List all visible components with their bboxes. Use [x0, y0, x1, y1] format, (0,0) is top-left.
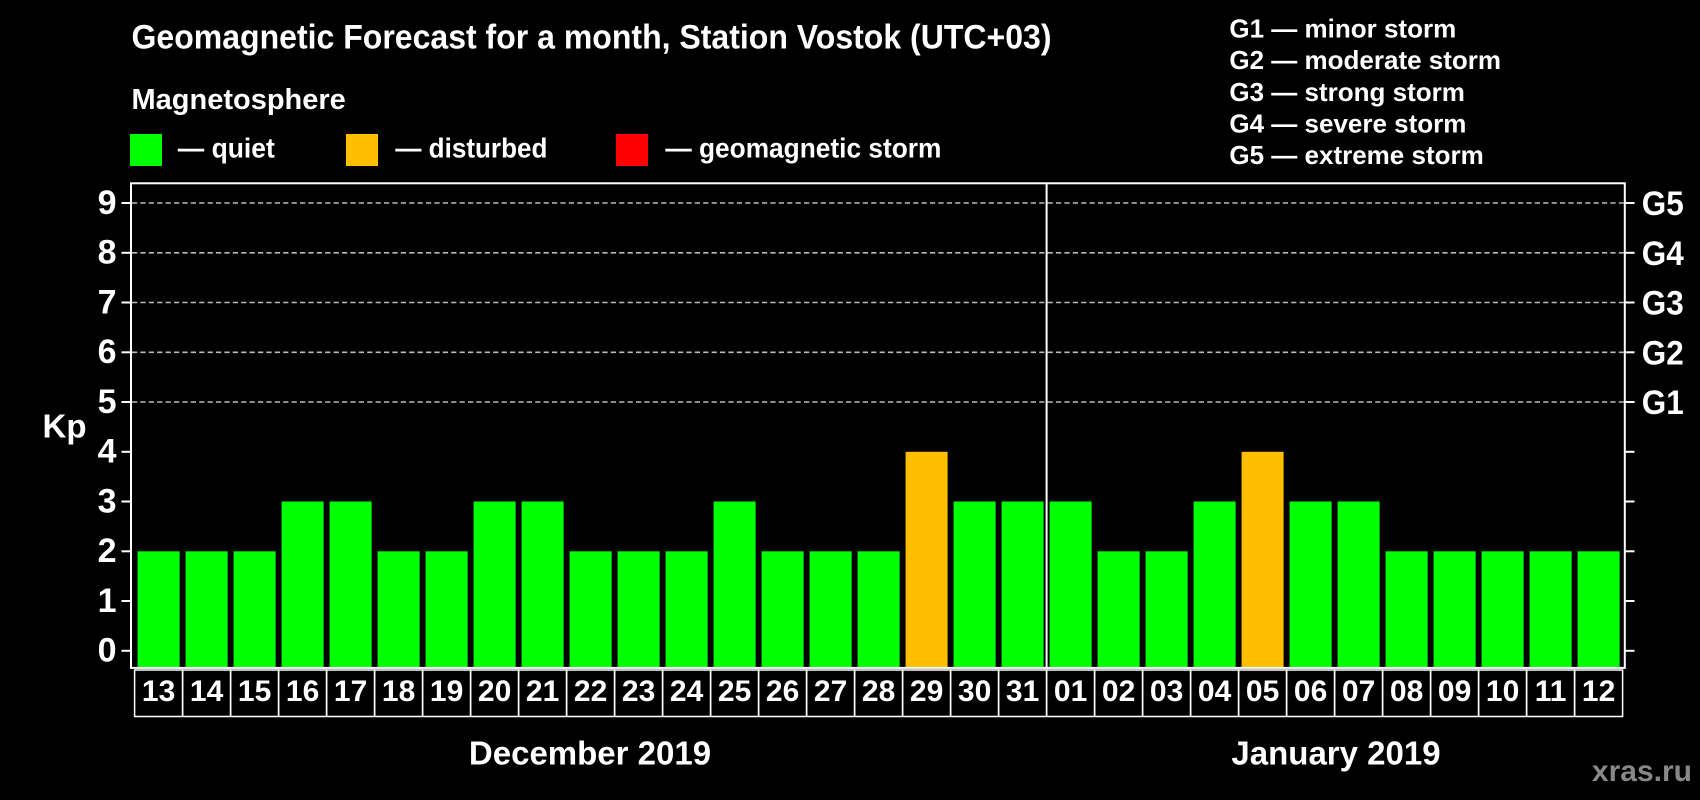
svg-text:28: 28 — [862, 675, 895, 708]
svg-text:16: 16 — [286, 675, 319, 708]
svg-text:26: 26 — [766, 675, 799, 708]
svg-text:— quiet: — quiet — [178, 133, 275, 164]
svg-text:Geomagnetic Forecast for a mon: Geomagnetic Forecast for a month, Statio… — [132, 19, 1052, 57]
svg-text:06: 06 — [1294, 675, 1327, 708]
svg-text:20: 20 — [478, 675, 511, 708]
svg-text:23: 23 — [622, 675, 655, 708]
svg-text:G1: G1 — [1642, 384, 1684, 422]
svg-text:13: 13 — [142, 675, 175, 708]
svg-text:6: 6 — [98, 333, 117, 371]
svg-text:09: 09 — [1438, 675, 1471, 708]
svg-text:05: 05 — [1246, 675, 1279, 708]
svg-text:1: 1 — [98, 582, 117, 620]
svg-text:22: 22 — [574, 675, 607, 708]
svg-text:27: 27 — [814, 675, 847, 708]
svg-text:Magnetosphere: Magnetosphere — [132, 84, 346, 116]
svg-text:— disturbed: — disturbed — [395, 133, 547, 164]
svg-text:19: 19 — [430, 675, 463, 708]
svg-text:G2: G2 — [1642, 334, 1684, 372]
svg-text:18: 18 — [382, 675, 415, 708]
svg-text:04: 04 — [1198, 675, 1232, 708]
svg-text:G1 — minor storm: G1 — minor storm — [1229, 14, 1456, 44]
svg-text:xras.ru: xras.ru — [1592, 755, 1692, 788]
svg-text:15: 15 — [238, 675, 271, 708]
svg-text:11: 11 — [1535, 675, 1567, 708]
svg-text:8: 8 — [98, 234, 117, 272]
svg-text:4: 4 — [98, 433, 117, 471]
svg-text:17: 17 — [334, 675, 367, 708]
svg-text:G5 — extreme storm: G5 — extreme storm — [1229, 140, 1483, 170]
svg-text:0: 0 — [98, 632, 117, 670]
svg-text:G4 — severe storm: G4 — severe storm — [1229, 108, 1466, 138]
svg-text:01: 01 — [1054, 675, 1087, 708]
svg-text:21: 21 — [526, 675, 559, 708]
svg-text:25: 25 — [718, 675, 751, 708]
svg-text:08: 08 — [1390, 675, 1423, 708]
svg-text:G4: G4 — [1642, 235, 1684, 273]
svg-text:12: 12 — [1582, 675, 1615, 708]
svg-text:— geomagnetic storm: — geomagnetic storm — [665, 133, 941, 164]
svg-text:30: 30 — [958, 675, 991, 708]
svg-text:29: 29 — [910, 675, 943, 708]
svg-text:3: 3 — [98, 482, 117, 520]
svg-text:2: 2 — [98, 532, 117, 570]
svg-text:03: 03 — [1150, 675, 1183, 708]
svg-text:G5: G5 — [1642, 185, 1684, 223]
svg-text:07: 07 — [1342, 675, 1375, 708]
svg-text:02: 02 — [1102, 675, 1135, 708]
svg-text:G3 — strong storm: G3 — strong storm — [1229, 77, 1464, 107]
svg-text:9: 9 — [98, 184, 117, 222]
svg-text:December 2019: December 2019 — [469, 735, 711, 772]
svg-text:5: 5 — [98, 383, 117, 421]
svg-text:G2 — moderate storm: G2 — moderate storm — [1229, 45, 1501, 75]
svg-text:31: 31 — [1006, 675, 1039, 708]
svg-text:10: 10 — [1486, 675, 1519, 708]
svg-text:14: 14 — [190, 675, 224, 708]
svg-text:Kp: Kp — [43, 408, 87, 445]
svg-text:24: 24 — [670, 675, 704, 708]
svg-text:January 2019: January 2019 — [1231, 735, 1440, 772]
svg-text:7: 7 — [98, 283, 117, 321]
svg-text:G3: G3 — [1642, 285, 1684, 323]
